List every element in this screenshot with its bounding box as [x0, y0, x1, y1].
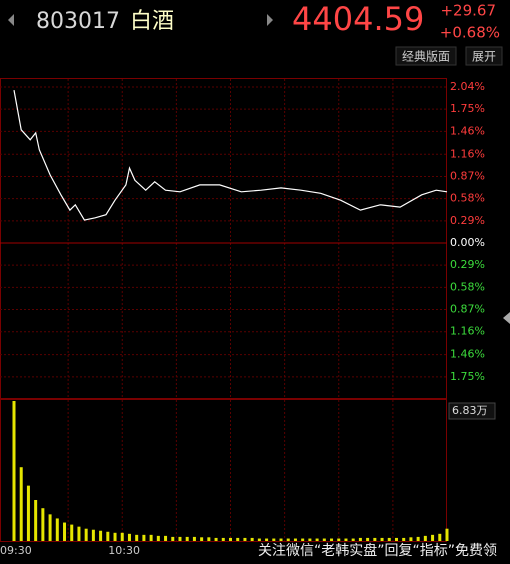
y-tick-label: 0.29% [450, 214, 485, 227]
volume-bar [279, 538, 283, 541]
price-panel [0, 78, 447, 399]
volume-bar [301, 538, 305, 541]
volume-bar [214, 537, 218, 541]
volume-bar [113, 532, 117, 541]
volume-bar [192, 536, 196, 541]
volume-bar [70, 524, 74, 541]
volume-bar [373, 537, 377, 541]
y-tick-label: 0.00% [450, 236, 485, 249]
volume-bar [19, 467, 23, 541]
volume-bar [63, 522, 67, 541]
volume-bar [308, 538, 312, 541]
volume-bar [156, 535, 160, 541]
stock-name: 白酒 [130, 9, 174, 34]
layout-button-label: 经典版面 [402, 50, 450, 64]
y-tick-label: 1.46% [450, 124, 485, 137]
y-tick-label: 0.87% [450, 169, 485, 182]
volume-bar [55, 518, 59, 541]
volume-bar [445, 528, 449, 541]
y-tick-label: 1.75% [450, 370, 485, 383]
volume-bar [272, 538, 276, 541]
volume-bar [91, 529, 95, 541]
volume-bar [12, 401, 16, 541]
volume-bar [394, 537, 398, 541]
volume-bar [229, 537, 232, 541]
y-tick-label: 0.58% [450, 192, 485, 205]
volume-bar [207, 537, 211, 541]
volume-bar [185, 536, 189, 541]
volume-bar [344, 538, 348, 541]
volume-bar [135, 534, 139, 541]
expand-button[interactable] [465, 46, 503, 66]
volume-bar [149, 534, 153, 541]
volume-bar [358, 537, 362, 541]
volume-bar [200, 537, 204, 541]
x-tick-label: 09:30 [0, 544, 32, 557]
y-tick-label: 1.75% [450, 102, 485, 115]
volume-bar [387, 537, 391, 541]
volume-bar [164, 535, 168, 541]
volume-bar [127, 533, 131, 541]
y-tick-label: 0.87% [450, 303, 485, 316]
change: +29.67 [440, 2, 496, 20]
volume-bar [48, 514, 52, 541]
price: 4404.59 [292, 0, 424, 38]
volume-bar [416, 536, 420, 541]
price-line [13, 89, 448, 221]
volume-bar [351, 538, 355, 541]
volume-bar [41, 508, 45, 541]
volume-bar [178, 536, 182, 541]
volume-bar [337, 538, 341, 541]
volume-bar [366, 537, 370, 541]
volume-bar [423, 535, 427, 541]
expand-button-label: 展开 [472, 50, 496, 64]
volume-bar [293, 538, 297, 541]
volume-bar [171, 536, 175, 541]
volume-bar [257, 538, 261, 541]
y-tick-label: 1.16% [450, 147, 485, 160]
volume-bar [402, 537, 406, 541]
volume-bar [243, 537, 247, 541]
volume-panel [0, 399, 447, 542]
volume-bar [322, 538, 326, 541]
side-handle[interactable] [503, 312, 510, 324]
volume-bar [106, 531, 110, 541]
x-tick-label: 10:30 [108, 544, 140, 557]
volume-bar [142, 534, 146, 541]
volume-bar [380, 537, 384, 541]
volume-bar [286, 538, 290, 541]
stock-code: 803017 [36, 9, 120, 34]
volume-bar [431, 534, 435, 541]
volume-bar [409, 537, 413, 541]
y-tick-label: 2.04% [450, 80, 485, 93]
layout-button[interactable] [395, 46, 457, 66]
volume-bar [250, 537, 254, 541]
volume-bar [77, 526, 81, 541]
y-tick-label: 6.83万 [452, 404, 488, 417]
volume-bar [99, 530, 103, 541]
volume-bar [120, 532, 124, 541]
change-pct: +0.68% [440, 24, 500, 42]
volume-bar [221, 537, 225, 541]
volume-bar [438, 533, 442, 541]
volume-bar [330, 538, 334, 541]
watermark: 关注微信“老韩实盘”回复“指标”免费领 [258, 542, 497, 559]
prev-arrow[interactable] [8, 14, 14, 26]
volume-bar [315, 538, 319, 541]
y-tick-label: 0.58% [450, 280, 485, 293]
volume-bar [34, 500, 38, 541]
y-tick-label: 0.29% [450, 258, 485, 271]
volume-bar [236, 537, 240, 541]
volume-bar [84, 528, 88, 541]
y-tick-label: 1.16% [450, 325, 485, 338]
volume-bar [265, 538, 269, 541]
next-arrow[interactable] [267, 14, 273, 26]
y-tick-box [448, 402, 496, 420]
y-tick-label: 1.46% [450, 348, 485, 361]
volume-bar [26, 485, 30, 541]
